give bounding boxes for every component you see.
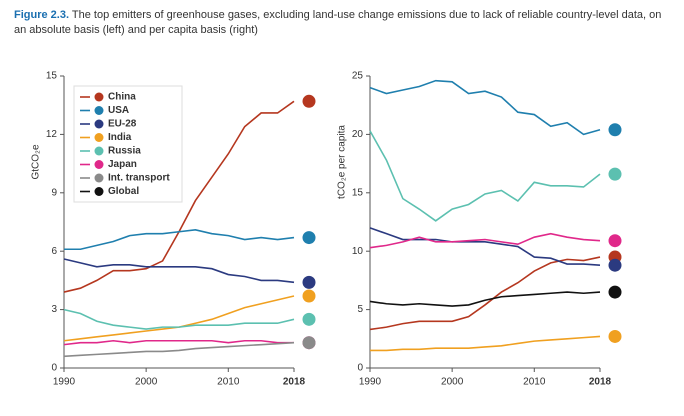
legend-label: EU-28 xyxy=(108,119,137,130)
y-tick-label: 3 xyxy=(51,304,57,315)
flag-icon xyxy=(608,285,622,299)
x-tick-label: 2000 xyxy=(441,377,464,388)
y-tick-label: 25 xyxy=(352,71,364,82)
flag-icon xyxy=(302,312,316,326)
series-line xyxy=(63,308,295,330)
flag-icon xyxy=(608,329,622,343)
y-tick-label: 5 xyxy=(357,304,363,315)
legend-flag xyxy=(94,187,104,196)
x-tick-label: 2010 xyxy=(523,377,546,388)
caption-text: The top emitters of greenhouse gases, ex… xyxy=(14,9,662,36)
flag-icon xyxy=(608,258,622,272)
legend-flag xyxy=(94,146,104,156)
x-tick-label: 2000 xyxy=(135,377,158,388)
legend-flag xyxy=(94,133,104,142)
series-line xyxy=(64,228,295,251)
legend-label: Russia xyxy=(108,146,141,157)
flag-icon xyxy=(302,231,316,245)
series-line xyxy=(63,258,295,284)
flag-icon xyxy=(608,167,622,181)
legend-flag xyxy=(94,173,104,183)
series-line xyxy=(63,339,294,346)
figure-label: Figure 2.3. xyxy=(14,9,70,21)
y-tick-label: 20 xyxy=(352,129,364,140)
y-tick-label: 0 xyxy=(51,363,57,374)
y-tick-label: 10 xyxy=(352,246,364,257)
y-tick-label: 12 xyxy=(46,129,58,140)
legend-label: India xyxy=(108,132,132,143)
legend-flag xyxy=(94,106,104,115)
flag-icon xyxy=(302,275,316,289)
series-line xyxy=(369,291,601,307)
legend-label: Japan xyxy=(108,159,137,170)
y-tick-label: 6 xyxy=(51,246,57,257)
x-tick-label: 2010 xyxy=(217,377,240,388)
legend-label: USA xyxy=(108,105,129,116)
series-line xyxy=(63,295,295,342)
series-line xyxy=(369,79,601,136)
flag-icon xyxy=(302,289,316,303)
x-tick-label: 2018 xyxy=(589,377,612,388)
flag-icon xyxy=(302,336,316,350)
legend-flag xyxy=(94,119,104,129)
x-tick-label: 2018 xyxy=(283,377,306,388)
legend: China USA EU-28 India Russia Japan Int. transp… xyxy=(73,85,183,203)
series-line xyxy=(369,256,601,331)
series-line xyxy=(369,232,601,249)
y-axis-label: GtCO₂e xyxy=(31,144,42,179)
y-tick-label: 15 xyxy=(46,71,58,82)
series-line xyxy=(369,130,601,222)
series-line xyxy=(370,335,601,352)
legend-flag xyxy=(94,92,104,102)
flag-icon xyxy=(608,234,622,248)
legend-label: Int. transport xyxy=(108,173,170,184)
legend-flag xyxy=(94,160,104,169)
flag-icon xyxy=(608,123,622,137)
y-tick-label: 0 xyxy=(357,363,363,374)
y-axis-label: tCO₂e per capita xyxy=(337,125,348,199)
y-tick-label: 9 xyxy=(51,187,57,198)
legend-label: Global xyxy=(108,186,139,197)
x-tick-label: 1990 xyxy=(53,377,76,388)
y-tick-label: 15 xyxy=(352,187,364,198)
series-line xyxy=(63,341,295,358)
flag-icon xyxy=(302,94,316,108)
caption: Figure 2.3. The top emitters of greenhou… xyxy=(14,8,664,38)
legend-box xyxy=(73,85,183,203)
x-tick-label: 1990 xyxy=(359,377,382,388)
legend-label: China xyxy=(108,92,136,103)
